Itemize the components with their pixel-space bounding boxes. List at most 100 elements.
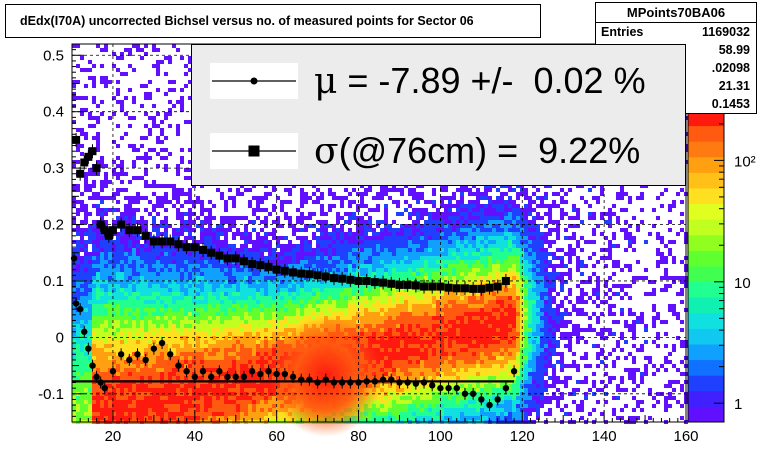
mu-point — [404, 379, 411, 386]
mu-point — [167, 351, 174, 358]
mu-point — [412, 380, 420, 387]
mu-point — [109, 368, 117, 375]
x-axis: 20 40 60 80 100 120 140 160 — [71, 410, 699, 445]
mu-point — [273, 370, 280, 378]
sigma-point — [379, 278, 388, 287]
legend-entry-sigma: σ(@76cm) = 9.22% — [192, 119, 685, 183]
legend: μ = -7.89 +/- 0.02 % σ(@76cm) = 9.22% — [191, 44, 686, 186]
mu-point — [314, 379, 321, 386]
sigma-point — [305, 270, 314, 279]
mu-point — [478, 396, 485, 403]
sigma-point — [313, 271, 322, 280]
stats-value: 21.31 — [718, 79, 750, 93]
sigma-point — [460, 284, 469, 293]
x-tick-label: 80 — [350, 428, 367, 445]
sigma-point — [174, 240, 183, 249]
sigma-point — [80, 158, 89, 167]
sigma-point — [133, 226, 142, 235]
mu-point — [338, 379, 346, 386]
mu-point — [93, 373, 100, 381]
sigma-point — [76, 169, 85, 178]
mu-point — [224, 373, 231, 381]
stats-row: 58.99 — [596, 41, 756, 59]
legend-marker-dot — [210, 63, 298, 99]
stats-row: 21.31 — [596, 77, 756, 95]
mu-point — [126, 356, 133, 364]
sigma-point — [158, 237, 167, 246]
mu-point — [199, 368, 207, 375]
mu-point — [363, 378, 370, 385]
mu-point — [265, 368, 272, 375]
sigma-point — [477, 284, 486, 293]
sigma-point — [329, 274, 338, 283]
mu-point — [461, 390, 469, 397]
sigma-point — [338, 274, 347, 283]
sigma-point — [92, 164, 101, 173]
mu-point — [469, 390, 477, 397]
sigma-point — [354, 276, 363, 285]
y-tick-label: -0.1 — [38, 386, 64, 403]
sigma-point — [370, 278, 379, 287]
stats-value: 1169032 — [702, 25, 750, 39]
stats-value: .02098 — [711, 61, 750, 75]
mu-point — [232, 373, 239, 381]
mu-point — [371, 378, 379, 385]
mu-point — [183, 368, 190, 375]
sigma-point — [141, 231, 150, 240]
stats-row: .02098 — [596, 59, 756, 77]
y-tick-label: 0.1 — [43, 273, 64, 290]
sigma-point — [223, 254, 232, 263]
mu-point — [134, 351, 141, 358]
stats-label: Entries — [601, 25, 644, 39]
sigma-point — [117, 220, 126, 229]
mu-point — [330, 379, 338, 386]
mu-point — [379, 376, 387, 383]
mu-point — [494, 396, 501, 403]
mu-point — [445, 384, 452, 392]
sigma-point — [182, 243, 191, 252]
x-tick-label: 40 — [186, 428, 203, 445]
mu-point — [298, 376, 305, 383]
mu-point — [281, 370, 289, 378]
sigma-point — [231, 254, 240, 263]
sigma-point — [280, 266, 289, 275]
mu-point — [158, 339, 166, 347]
legend-marker-square — [210, 133, 298, 169]
sigma-point — [84, 152, 93, 161]
sigma-point — [362, 276, 371, 285]
sigma-point — [493, 282, 502, 291]
mu-point — [150, 345, 158, 352]
mu-point — [502, 384, 510, 392]
mu-point — [396, 379, 403, 386]
sigma-point — [96, 220, 105, 229]
sigma-point — [149, 237, 158, 246]
sigma-point — [125, 226, 134, 235]
sigma-point — [207, 248, 216, 257]
x-tick-label: 140 — [592, 428, 617, 445]
stats-value: 0.1453 — [711, 97, 750, 111]
sigma-point — [239, 257, 248, 266]
mu-point — [97, 379, 104, 386]
sigma-point — [104, 231, 113, 240]
mu-point — [248, 368, 256, 375]
mu-point — [289, 373, 297, 381]
stats-value: 58.99 — [718, 43, 750, 57]
sigma-point — [420, 282, 429, 291]
mu-point — [101, 384, 108, 392]
mu-point — [175, 362, 182, 369]
mu-point — [76, 305, 84, 313]
sigma-point — [403, 280, 412, 289]
series-mu-points — [70, 252, 518, 412]
sigma-point — [395, 280, 404, 289]
stats-row: Entries 1169032 — [596, 23, 756, 41]
sigma-point — [452, 284, 461, 293]
sigma-point — [321, 272, 330, 281]
y-tick-label: 0.3 — [43, 160, 64, 177]
sigma-point — [289, 268, 298, 277]
y-tick-label: 0.2 — [43, 217, 64, 234]
sigma-point — [166, 237, 175, 246]
sigma-point — [264, 262, 273, 271]
mu-point — [388, 376, 395, 383]
x-tick-label: 60 — [268, 428, 285, 445]
y-tick-label: 0.5 — [43, 47, 64, 64]
